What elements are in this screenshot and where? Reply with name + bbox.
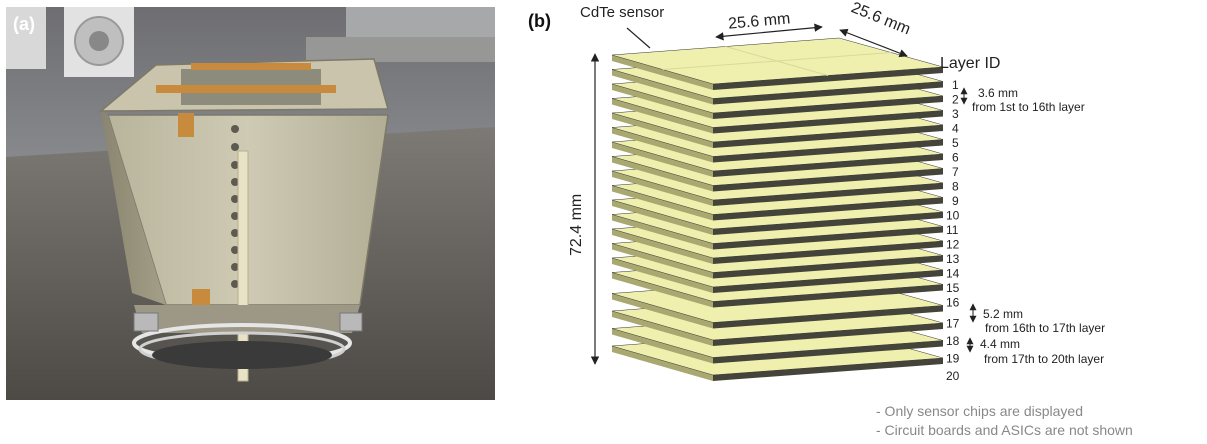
- spacing-value-3: 4.4 mm: [980, 337, 1020, 351]
- depth-dimension-arrow: [839, 28, 908, 58]
- sensor-layer-front: [612, 293, 713, 329]
- sensor-layer-side: [713, 81, 943, 105]
- layer-id-17: 17: [946, 317, 960, 331]
- layer-id-8: 8: [952, 180, 959, 194]
- sensor-layer-side: [713, 154, 943, 177]
- sensor-layer-front: [612, 200, 713, 235]
- sensor-layer-side: [713, 125, 943, 148]
- sensor-layer-front: [612, 346, 713, 381]
- sensor-layer-front: [612, 156, 713, 192]
- sensor-chip-divider: [725, 46, 829, 76]
- sensor-layer-front: [612, 185, 713, 221]
- layer-id-10: 10: [946, 209, 960, 223]
- detector-photo: [6, 7, 495, 400]
- height-label: 72.4 mm: [568, 194, 585, 256]
- sensor-label: CdTe sensor: [580, 4, 664, 21]
- sensor-layer-side: [713, 139, 943, 163]
- spacing-range-3: from 17th to 20th layer: [984, 352, 1104, 366]
- layer-id-3: 3: [952, 107, 959, 121]
- sensor-layer-front: [612, 328, 713, 364]
- sensor-layer-side: [713, 67, 943, 90]
- sensor-layer-side: [713, 197, 943, 221]
- sensor-layer-front: [612, 113, 713, 148]
- sensor-layer-side: [713, 305, 943, 329]
- sensor-layer-side: [713, 323, 943, 346]
- layer-id-5: 5: [952, 136, 959, 150]
- note-circuit-boards: - Circuit boards and ASICs are not shown: [876, 422, 1133, 438]
- width-label: 25.6 mm: [728, 10, 791, 32]
- layer-id-9: 9: [952, 194, 959, 208]
- sensor-layer-side: [713, 226, 943, 250]
- sensor-layer-side: [713, 241, 943, 264]
- spacing-value-1: 3.6 mm: [978, 86, 1018, 100]
- sensor-layer-side: [713, 255, 943, 279]
- layer-id-13: 13: [946, 252, 960, 266]
- sensor-layer-side: [713, 212, 943, 235]
- sensor-layer-side: [713, 183, 943, 206]
- spacing-value-2: 5.2 mm: [983, 307, 1023, 321]
- sensor-layer-front: [612, 258, 713, 293]
- sensor-layer-front: [612, 69, 713, 105]
- depth-label: 25.6 mm: [849, 0, 913, 38]
- width-dimension-arrow: [715, 23, 823, 41]
- detector-photo-image: [6, 7, 495, 400]
- layer-id-15: 15: [946, 281, 960, 295]
- sensor-layer-front: [612, 272, 713, 308]
- spacing-range-2: from 16th to 17th layer: [985, 321, 1105, 335]
- sensor-layer-front: [612, 98, 713, 134]
- layer-id-20: 20: [946, 369, 960, 383]
- sensor-layer-side: [713, 270, 943, 293]
- sensor-layer-front: [612, 84, 713, 119]
- note-sensor-chips: - Only sensor chips are displayed: [876, 403, 1083, 419]
- layer-id-12: 12: [946, 238, 960, 252]
- sensor-layer-front: [612, 142, 713, 177]
- sensor-layer-side: [713, 96, 943, 119]
- layer-id-title: Layer ID: [940, 55, 1000, 72]
- layer-id-11: 11: [946, 223, 959, 237]
- sensor-layer-side: [713, 168, 943, 192]
- layer-id-19: 19: [946, 352, 960, 366]
- sensor-layer-front: [612, 229, 713, 264]
- panel-label-a: (a): [13, 14, 35, 34]
- layer-id-2: 2: [952, 93, 959, 107]
- layer-id-7: 7: [952, 165, 959, 179]
- layer-id-16: 16: [946, 296, 960, 310]
- sensor-layer-side: [713, 110, 943, 134]
- sensor-stack-diagram: CdTe sensor 25.6 mm 25.6 mm 72.4 mm Laye…: [568, 0, 1105, 383]
- layer-id-4: 4: [952, 122, 959, 136]
- sensor-pointer-line: [626, 27, 651, 49]
- layer-id-18: 18: [946, 334, 960, 348]
- sensor-layer-front: [612, 127, 713, 163]
- sensor-layer-front: [612, 311, 713, 346]
- sensor-layer-side: [713, 358, 943, 381]
- layer-id-1: 1: [952, 78, 959, 92]
- sensor-layer-front: [612, 243, 713, 279]
- layer-id-6: 6: [952, 151, 959, 165]
- sensor-layer-front: [612, 55, 713, 90]
- layer-id-14: 14: [946, 267, 960, 281]
- sensor-layer-front: [612, 214, 713, 250]
- panel-label-b: (b): [528, 11, 551, 31]
- sensor-layer-front: [612, 171, 713, 206]
- sensor-layers: [611, 37, 944, 381]
- sensor-layer-side: [713, 284, 943, 308]
- spacing-range-1: from 1st to 16th layer: [972, 100, 1085, 114]
- sensor-layer-side: [713, 340, 943, 364]
